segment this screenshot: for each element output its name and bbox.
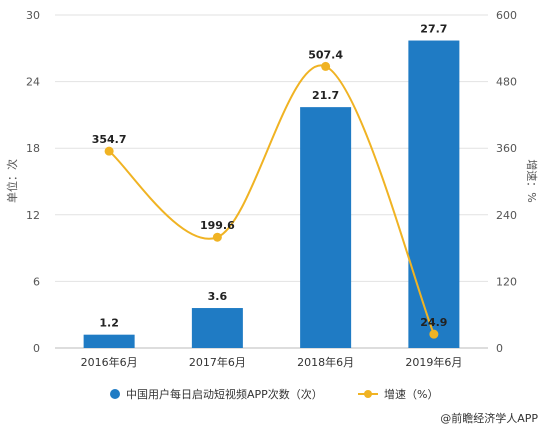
left-tick-label: 6 — [33, 275, 40, 288]
data-labels: 1.2 3.6 21.7 27.7 354.7 199.6 507.4 24.9 — [92, 23, 448, 330]
category-label: 2018年6月 — [297, 355, 354, 369]
growth-points — [104, 61, 439, 339]
left-axis-ticks: 0 6 12 18 24 30 — [26, 9, 40, 355]
source-credit: @前瞻经济学人APP — [440, 411, 538, 425]
growth-point — [429, 329, 439, 339]
growth-point — [212, 232, 222, 242]
growth-line — [108, 64, 435, 335]
growth-value-label: 199.6 — [200, 219, 235, 232]
right-tick-label: 240 — [496, 209, 517, 222]
growth-point — [104, 146, 114, 156]
growth-point — [321, 61, 331, 71]
bar-value-label: 27.7 — [420, 23, 447, 36]
right-tick-label: 120 — [496, 275, 517, 288]
right-tick-label: 360 — [496, 142, 517, 155]
left-axis-title: 单位：次 — [5, 159, 19, 203]
legend-bar-label: 中国用户每日启动短视频APP次数（次） — [126, 387, 323, 401]
left-tick-label: 30 — [26, 9, 40, 22]
bar — [83, 334, 135, 348]
right-axis-title: 增速：% — [525, 159, 539, 202]
left-tick-label: 18 — [26, 142, 40, 155]
right-tick-label: 600 — [496, 9, 517, 22]
category-label: 2017年6月 — [189, 355, 246, 369]
legend: 中国用户每日启动短视频APP次数（次） 增速（%） — [110, 387, 438, 401]
bar-series — [83, 40, 460, 348]
growth-value-label: 24.9 — [420, 316, 447, 329]
legend-line-label: 增速（%） — [384, 387, 438, 401]
legend-line-dot — [364, 390, 372, 398]
left-tick-label: 0 — [33, 342, 40, 355]
legend-bar-marker — [110, 389, 120, 399]
category-labels: 2016年6月 2017年6月 2018年6月 2019年6月 — [81, 355, 463, 369]
bar-value-label: 3.6 — [208, 290, 228, 303]
right-tick-label: 480 — [496, 76, 517, 89]
bar-value-label: 1.2 — [99, 317, 119, 330]
bar — [191, 308, 243, 348]
bar-value-label: 21.7 — [312, 89, 339, 102]
left-tick-label: 24 — [26, 76, 40, 89]
growth-value-label: 507.4 — [308, 48, 343, 61]
category-label: 2016年6月 — [81, 355, 138, 369]
growth-value-label: 354.7 — [92, 133, 127, 146]
left-tick-label: 12 — [26, 209, 40, 222]
bar — [300, 107, 352, 348]
right-tick-label: 0 — [496, 342, 503, 355]
category-label: 2019年6月 — [405, 355, 462, 369]
right-axis-ticks: 0 120 240 360 480 600 — [496, 9, 517, 355]
bar — [408, 40, 460, 348]
